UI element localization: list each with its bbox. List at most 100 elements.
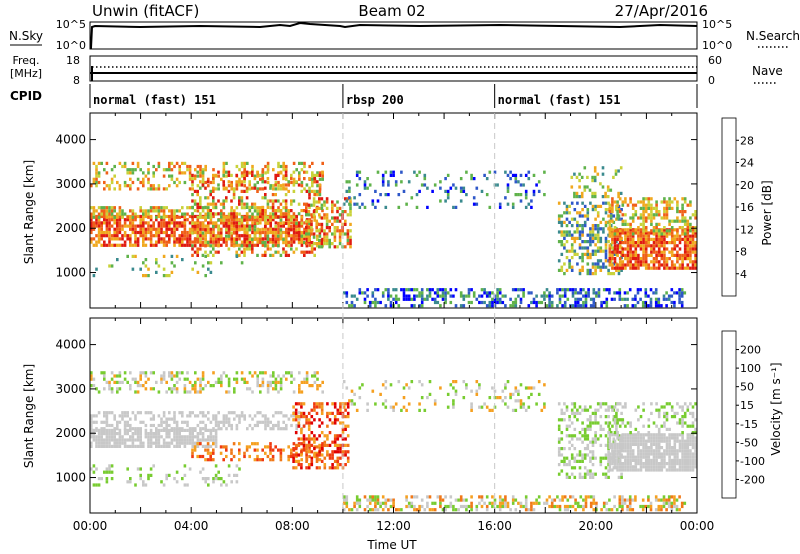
echo-cell: [168, 428, 171, 432]
echo-cell: [504, 396, 507, 400]
echo-cell: [657, 260, 661, 264]
colorbar-tick-label: 28: [740, 134, 754, 147]
echo-cell: [116, 390, 119, 394]
echo-cell: [511, 202, 515, 206]
echo-cell: [655, 241, 658, 245]
echo-cell: [118, 224, 122, 228]
echo-cell: [139, 438, 142, 442]
echo-cell: [689, 216, 692, 220]
echo-cell: [629, 200, 632, 204]
echo-cell: [110, 377, 114, 381]
echo-cell: [689, 241, 692, 245]
echo-cell: [103, 438, 106, 442]
echo-cell: [232, 442, 236, 446]
echo-cell: [136, 380, 140, 384]
echo-cell: [209, 454, 212, 459]
echo-cell: [616, 213, 619, 217]
echo-cell: [587, 495, 590, 499]
echo-cell: [565, 408, 569, 412]
echo-cell: [342, 291, 346, 295]
echo-cell: [307, 440, 311, 444]
echo-cell: [238, 458, 241, 462]
echo-cell: [611, 462, 614, 466]
echo-cell: [384, 386, 388, 390]
echo-cell: [323, 235, 326, 239]
echo-cell: [436, 495, 440, 499]
echo-cell: [583, 475, 587, 479]
echo-cell: [183, 221, 187, 225]
echo-cell: [338, 232, 342, 236]
echo-cell: [320, 222, 324, 226]
echo-cell: [282, 214, 285, 219]
echo-cell: [279, 228, 283, 232]
echo-cell: [313, 418, 316, 422]
echo-cell: [325, 216, 329, 220]
echo-cell: [522, 288, 525, 292]
echo-cell: [201, 183, 205, 187]
echo-cell: [491, 504, 494, 509]
echo-cell: [186, 218, 189, 222]
echo-cell: [376, 199, 380, 203]
echo-cell: [144, 227, 148, 231]
echo-cell: [144, 411, 148, 415]
echo-cell: [305, 206, 308, 210]
echo-cell: [165, 224, 168, 228]
echo-cell: [394, 402, 398, 406]
echo-cell: [103, 187, 106, 191]
echo-cell: [570, 456, 574, 460]
echo-cell: [232, 212, 236, 216]
echo-cell: [642, 231, 645, 235]
echo-cell: [376, 508, 380, 512]
colorbar-tick-label: 12: [740, 223, 754, 236]
echo-cell: [368, 304, 372, 308]
echo-cell: [519, 183, 523, 187]
echo-cell: [196, 444, 200, 448]
echo-cell: [676, 260, 679, 264]
echo-cell: [488, 408, 492, 412]
echo-cell: [188, 414, 192, 418]
echo-cell: [204, 384, 207, 388]
echo-cell: [144, 274, 148, 278]
echo-cell: [519, 504, 523, 509]
echo-cell: [655, 222, 658, 226]
echo-cell: [571, 291, 575, 295]
echo-cell: [199, 442, 202, 446]
echo-cell: [602, 427, 605, 431]
echo-cell: [207, 227, 210, 231]
echo-cell: [462, 189, 466, 193]
echo-cell: [601, 166, 605, 170]
echo-cell: [488, 501, 492, 505]
echo-cell: [586, 469, 590, 473]
echo-cell: [230, 209, 233, 213]
echo-cell: [160, 227, 163, 231]
echo-cell: [261, 253, 264, 257]
echo-cell: [402, 386, 406, 390]
echo-cell: [563, 246, 566, 250]
echo-cell: [173, 237, 176, 241]
echo-cell: [568, 230, 571, 234]
echo-cell: [509, 396, 512, 400]
echo-cell: [511, 392, 515, 396]
echo-cell: [199, 428, 202, 432]
echo-cell: [620, 208, 623, 212]
echo-cell: [303, 170, 306, 174]
echo-cell: [620, 453, 623, 457]
echo-cell: [519, 300, 523, 305]
echo-cell: [222, 417, 226, 421]
echo-cell: [292, 390, 296, 394]
echo-cell: [90, 371, 93, 375]
echo-cell: [355, 173, 359, 177]
echo-cell: [157, 414, 161, 418]
echo-cell: [261, 241, 264, 245]
echo-cell: [662, 504, 666, 509]
echo-cell: [418, 508, 421, 512]
echo-cell: [405, 202, 408, 206]
echo-cell: [181, 234, 184, 238]
echo-cell: [371, 202, 375, 206]
echo-cell: [576, 236, 579, 240]
echo-cell: [240, 261, 244, 265]
echo-cell: [175, 240, 179, 244]
echo-cell: [313, 180, 316, 184]
echo-cell: [589, 450, 592, 454]
echo-cell: [620, 217, 623, 221]
